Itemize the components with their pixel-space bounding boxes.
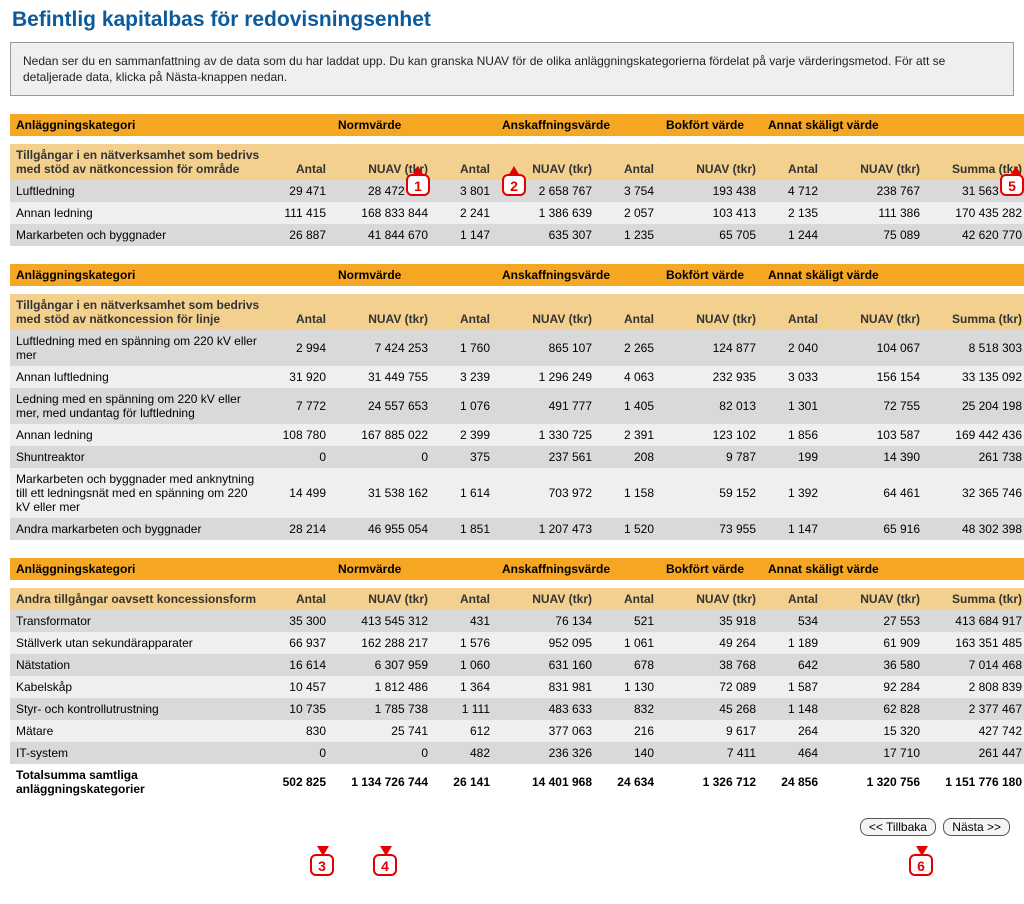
- callout-2: 2: [502, 174, 526, 196]
- callout-5: 5: [1000, 174, 1024, 196]
- button-row: << Tillbaka Nästa >>: [10, 818, 1014, 836]
- back-button[interactable]: << Tillbaka: [860, 818, 936, 836]
- table-row: Luftledning med en spänning om 220 kV el…: [10, 330, 1024, 366]
- table-row: Styr- och kontrollutrustning10 7351 785 …: [10, 698, 1024, 720]
- callout-3: 3: [310, 854, 334, 876]
- page-title: Befintlig kapitalbas för redovisningsenh…: [12, 8, 1014, 32]
- table-row: Ställverk utan sekundärapparater66 93716…: [10, 632, 1024, 654]
- callout-4: 4: [373, 854, 397, 876]
- page-wrap: Befintlig kapitalbas för redovisningsenh…: [10, 8, 1014, 836]
- table-section-2: Anläggningskategori Normvärde Anskaffnin…: [10, 264, 1024, 540]
- table-row: Kabelskåp10 4571 812 4861 364831 9811 13…: [10, 676, 1024, 698]
- table-row: Markarbeten och byggnader med anknytning…: [10, 468, 1024, 518]
- table-row: Andra markarbeten och byggnader28 21446 …: [10, 518, 1024, 540]
- table-row: Annan ledning108 780167 885 0222 3991 33…: [10, 424, 1024, 446]
- table-row: Ledning med en spänning om 220 kV eller …: [10, 388, 1024, 424]
- table-row: Annan ledning111 415168 833 8442 2411 38…: [10, 202, 1024, 224]
- table-section-3: Anläggningskategori Normvärde Anskaffnin…: [10, 558, 1024, 800]
- table-row: Transformator35 300413 545 31243176 1345…: [10, 610, 1024, 632]
- table-row: Shuntreaktor00375237 5612089 78719914 39…: [10, 446, 1024, 468]
- callout-1: 1: [406, 174, 430, 196]
- table-row: IT-system00482236 3261407 41146417 71026…: [10, 742, 1024, 764]
- table-row: Nätstation16 6146 307 9591 060631 160678…: [10, 654, 1024, 676]
- callout-6: 6: [909, 854, 933, 876]
- totals-row: Totalsumma samtliga anläggningskategorie…: [10, 764, 1024, 800]
- group-header-row: Anläggningskategori Normvärde Anskaffnin…: [10, 114, 1024, 136]
- intro-box: Nedan ser du en sammanfattning av de dat…: [10, 42, 1014, 96]
- table-row: Annan luftledning31 92031 449 7553 2391 …: [10, 366, 1024, 388]
- table-row: Mätare83025 741612377 0632169 61726415 3…: [10, 720, 1024, 742]
- col-category: Anläggningskategori: [10, 114, 270, 136]
- table-row: Markarbeten och byggnader26 88741 844 67…: [10, 224, 1024, 246]
- next-button[interactable]: Nästa >>: [943, 818, 1010, 836]
